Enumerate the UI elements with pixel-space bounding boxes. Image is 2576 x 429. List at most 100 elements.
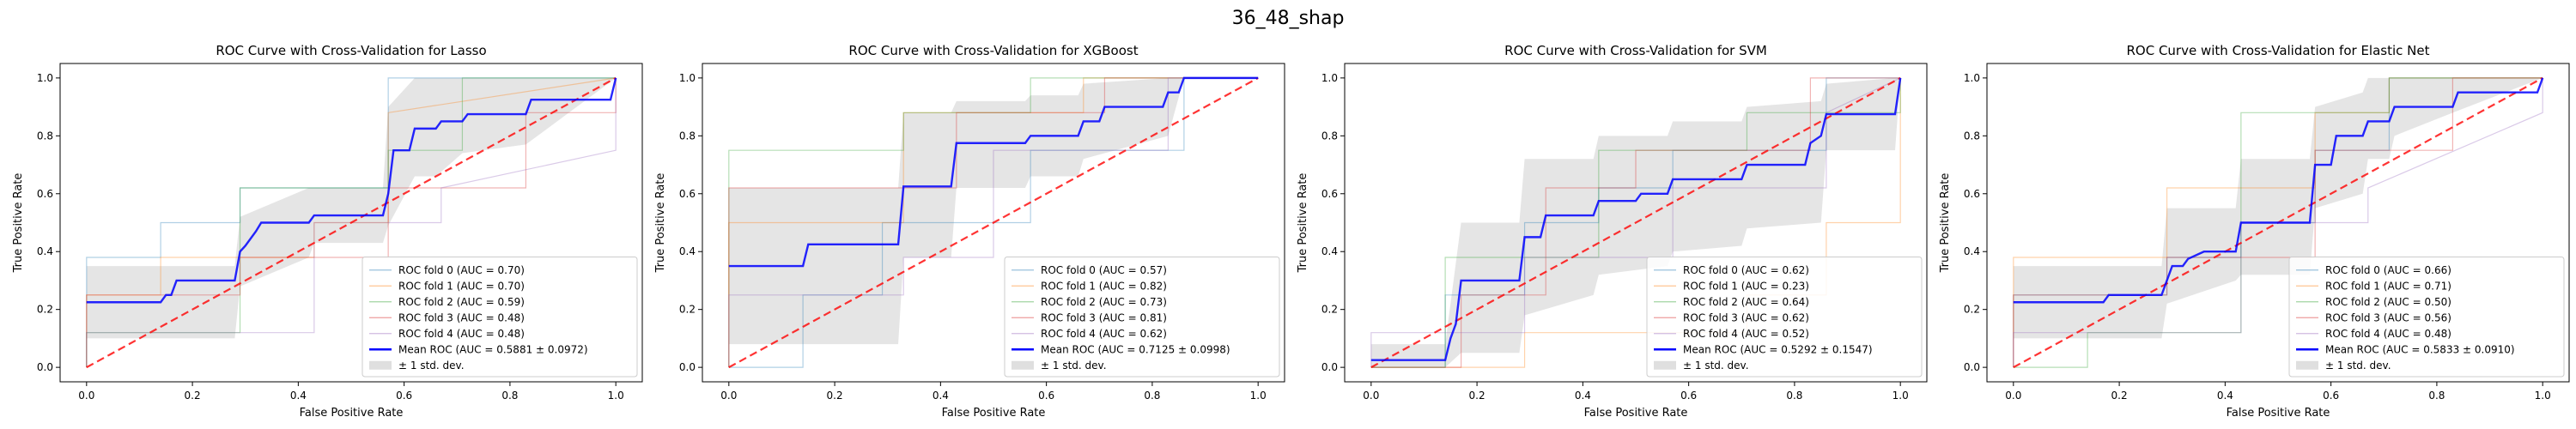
y-tick-label: 0.6: [1964, 188, 1980, 200]
x-tick-label: 0.6: [1680, 390, 1697, 402]
legend-entry-label: ROC fold 0 (AUC = 0.66): [2325, 264, 2451, 276]
legend-entry-label: ROC fold 3 (AUC = 0.48): [398, 311, 525, 323]
legend-swatch-std: [1012, 360, 1034, 370]
roc-fold-1-line: [2013, 77, 2543, 368]
roc-fold-2-line: [728, 77, 1259, 368]
legend-entry-label: ROC fold 2 (AUC = 0.73): [1041, 296, 1167, 308]
legend-entry-label: ROC fold 4 (AUC = 0.48): [398, 328, 525, 340]
mean-roc-line: [728, 76, 1259, 268]
chance-diagonal-line: [86, 76, 617, 369]
x-tick-label: 0.2: [827, 390, 843, 402]
legend-entry-label: Mean ROC (AUC = 0.5833 ± 0.0910): [2325, 343, 2515, 355]
std-dev-band: [2013, 77, 2543, 339]
roc-fold-4-line: [728, 77, 1259, 368]
legend-entry-label: Mean ROC (AUC = 0.5292 ± 0.1547): [1683, 343, 1873, 355]
roc-fold-2-line: [1370, 77, 1901, 368]
x-tick-label: 0.2: [1469, 390, 1485, 402]
plot-frame: [1344, 63, 1928, 383]
y-tick-label: 0.0: [679, 361, 696, 373]
chance-diagonal-line: [1370, 76, 1901, 369]
legend-entry-label: ROC fold 2 (AUC = 0.59): [398, 296, 525, 308]
y-tick-label: 0.8: [1321, 130, 1338, 142]
y-tick-label: 1.0: [679, 72, 696, 84]
roc-fold-3-line: [86, 77, 617, 368]
y-tick-label: 0.2: [37, 304, 53, 316]
mean-roc-line: [2013, 77, 2544, 304]
legend-entry-label: ROC fold 4 (AUC = 0.48): [2325, 328, 2451, 340]
roc-panel-3: ROC Curve with Cross-Validation for Elas…: [1939, 43, 2570, 420]
x-tick-label: 0.4: [2217, 390, 2233, 402]
legend-entry-label: ROC fold 3 (AUC = 0.81): [1041, 311, 1167, 323]
plot-frame: [702, 63, 1285, 383]
legend-entry-label: ROC fold 3 (AUC = 0.56): [2325, 311, 2451, 323]
y-axis-label: True Positive Rate: [654, 173, 667, 274]
y-tick-label: 0.6: [679, 188, 696, 200]
legend-entry-label: ROC fold 1 (AUC = 0.70): [398, 280, 525, 292]
legend: ROC fold 0 (AUC = 0.62) ROC fold 1 (AUC =…: [1646, 257, 1923, 378]
y-axis-label: True Positive Rate: [1939, 173, 1952, 274]
panel-title: ROC Curve with Cross-Validation for SVM: [1504, 43, 1767, 58]
legend-entry-label: Mean ROC (AUC = 0.7125 ± 0.0998): [1041, 343, 1230, 355]
roc-fold-3-line: [728, 77, 1259, 368]
y-axis-label: True Positive Rate: [12, 173, 25, 274]
plot-area: [86, 76, 617, 369]
legend-entry-label: ROC fold 0 (AUC = 0.62): [1683, 264, 1809, 276]
std-dev-band: [86, 77, 617, 339]
legend-entry-label: ROC fold 4 (AUC = 0.62): [1041, 328, 1167, 340]
roc-fold-4-line: [86, 77, 617, 368]
x-axis-label: False Positive Rate: [300, 407, 404, 420]
plot-frame: [1986, 63, 2570, 383]
x-tick-label: 0.0: [1363, 390, 1379, 402]
legend-entry-label: ± 1 std. dev.: [1683, 360, 1749, 372]
x-tick-label: 0.6: [2323, 390, 2339, 402]
roc-panel-2: ROC Curve with Cross-Validation for SVM 0…: [1297, 43, 1928, 420]
legend-entry-label: ROC fold 1 (AUC = 0.71): [2325, 280, 2451, 292]
legend-entry-label: ROC fold 0 (AUC = 0.70): [398, 264, 525, 276]
legend: ROC fold 0 (AUC = 0.66) ROC fold 1 (AUC =…: [2288, 257, 2565, 378]
roc-panel-0: ROC Curve with Cross-Validation for Lass…: [12, 43, 643, 420]
x-tick-label: 1.0: [1893, 390, 1909, 402]
x-axis-label: False Positive Rate: [2227, 407, 2330, 420]
roc-fold-0-line: [1370, 77, 1901, 368]
legend-entry-label: ROC fold 2 (AUC = 0.64): [1683, 296, 1809, 308]
plot-frame: [59, 63, 643, 383]
panel-title: ROC Curve with Cross-Validation for Elas…: [2126, 43, 2429, 58]
roc-fold-1-line: [86, 77, 617, 368]
y-tick-label: 0.4: [1964, 245, 1980, 257]
panel-title: ROC Curve with Cross-Validation for Lass…: [216, 43, 486, 58]
y-axis-label: True Positive Rate: [1297, 173, 1309, 274]
y-tick-label: 0.2: [679, 304, 696, 316]
panel-title: ROC Curve with Cross-Validation for XGBo…: [848, 43, 1138, 58]
x-tick-label: 1.0: [2535, 390, 2551, 402]
legend-entry-label: ± 1 std. dev.: [2325, 360, 2391, 372]
roc-fold-1-line: [728, 77, 1259, 368]
legend-box: [2288, 257, 2565, 378]
y-tick-label: 0.6: [1321, 188, 1338, 200]
roc-fold-0-line: [86, 77, 617, 368]
y-tick-label: 0.6: [37, 188, 53, 200]
legend-entry-label: ROC fold 1 (AUC = 0.82): [1041, 280, 1167, 292]
y-tick-label: 1.0: [1321, 72, 1338, 84]
legend-entry-label: ± 1 std. dev.: [1041, 360, 1107, 372]
y-tick-label: 0.0: [1321, 361, 1338, 373]
x-axis-label: False Positive Rate: [942, 407, 1046, 420]
x-tick-label: 0.4: [1575, 390, 1591, 402]
legend-entry-label: ROC fold 0 (AUC = 0.57): [1041, 264, 1167, 276]
roc-panel-1: ROC Curve with Cross-Validation for XGBo…: [654, 43, 1285, 420]
roc-fold-0-line: [728, 77, 1259, 368]
x-tick-label: 1.0: [1250, 390, 1267, 402]
y-tick-label: 0.0: [1964, 361, 1980, 373]
legend-entry-label: ± 1 std. dev.: [398, 360, 465, 372]
y-tick-label: 0.4: [1321, 245, 1338, 257]
x-tick-label: 0.2: [185, 390, 201, 402]
legend-swatch-std: [369, 360, 392, 370]
legend: ROC fold 0 (AUC = 0.57) ROC fold 1 (AUC =…: [1004, 257, 1280, 378]
y-tick-label: 0.2: [1321, 304, 1338, 316]
legend-entry-label: ROC fold 2 (AUC = 0.50): [2325, 296, 2451, 308]
x-tick-label: 0.8: [2428, 390, 2445, 402]
x-tick-label: 0.0: [78, 390, 94, 402]
legend-entry-label: Mean ROC (AUC = 0.5881 ± 0.0972): [398, 343, 588, 355]
y-tick-label: 0.4: [679, 245, 696, 257]
roc-fold-3-line: [1370, 77, 1901, 368]
